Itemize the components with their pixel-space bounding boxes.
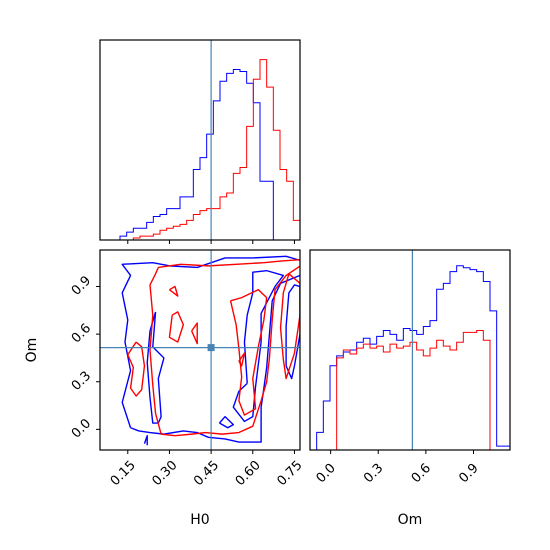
panel-frame: [99, 249, 301, 451]
contour-line-13: [238, 352, 246, 367]
contour-group: [121, 255, 300, 446]
x-axis-label: H0: [190, 512, 209, 528]
x-tick-label: 0.6: [409, 461, 434, 486]
panel-frame: [309, 249, 511, 451]
panel-hist-H0: [99, 39, 301, 244]
contour-line-6: [149, 259, 300, 437]
hist-step-series-1: [310, 329, 510, 451]
contour-line-10: [279, 273, 300, 380]
x-tick-label: 0.15: [108, 458, 139, 489]
x-axis-label: Om: [398, 512, 423, 528]
contour-line-2: [232, 269, 285, 423]
y-tick-label: 0.3: [69, 369, 94, 394]
contour-line-9: [229, 288, 268, 416]
panel-frame: [99, 39, 301, 241]
contour-line-5: [143, 435, 148, 446]
contour-line-11: [191, 322, 198, 345]
x-tick-label: 0.30: [149, 458, 180, 489]
hist-step-series-0: [100, 68, 300, 241]
y-tick-label: 0.0: [69, 416, 94, 441]
x-tick-label: 0.75: [274, 458, 305, 489]
panel-hist-Om: 0.0 0.3 0.6 0.9 Om: [309, 249, 511, 528]
contour-line-3: [285, 284, 300, 380]
x-tick-label: 0.3: [361, 461, 386, 486]
contour-line-8: [168, 311, 185, 343]
truth-marker: [207, 344, 215, 352]
hist-step-series-1: [100, 59, 301, 241]
x-tick-label: 0.60: [233, 458, 264, 489]
y-axis-label: Om: [24, 338, 40, 363]
y-tick-label: 0.6: [69, 321, 94, 346]
contour-line-7: [127, 341, 146, 397]
x-tick-label: 0.45: [191, 458, 222, 489]
contour-line-4: [218, 415, 235, 429]
contour-line-12: [169, 285, 179, 297]
x-tick-label: 0.0: [314, 461, 339, 486]
x-tick-label: 0.9: [456, 461, 481, 486]
y-tick-label: 0.9: [69, 273, 94, 298]
panel-contour-H0-Om: 0.0 0.3 0.6 0.9 Om 0.15 0.30 0.45 0.60 0.75 H0: [24, 249, 306, 528]
